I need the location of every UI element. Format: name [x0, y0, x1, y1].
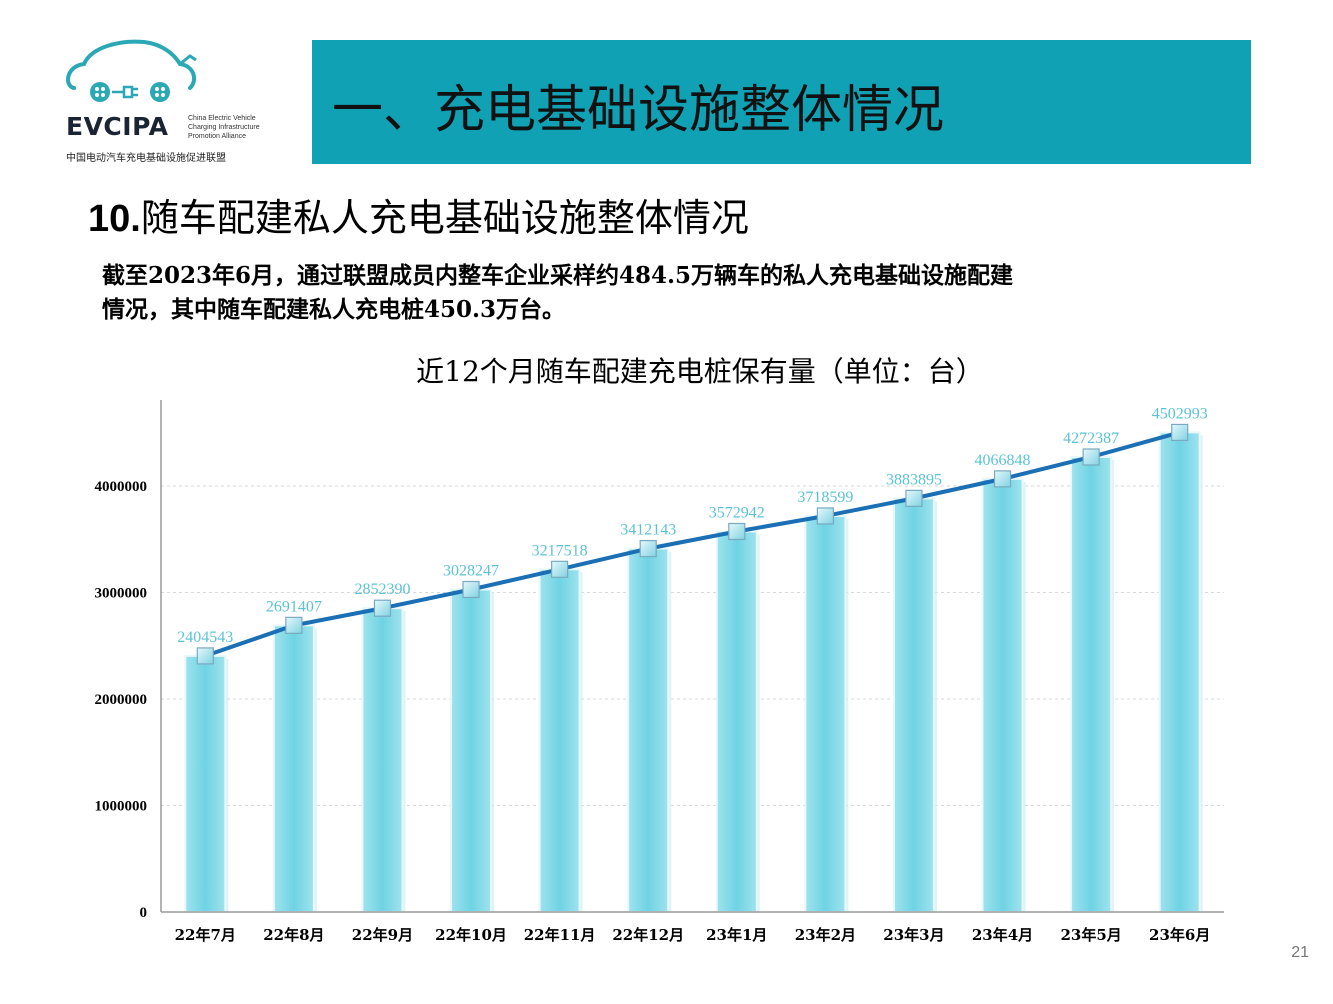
x-tick-label: 23年4月: [972, 926, 1033, 944]
evcipa-logo: EVCIPA China Electric Vehicle Charging I…: [62, 36, 282, 166]
y-tick-label: 2000000: [95, 692, 148, 708]
line-marker: [196, 647, 214, 665]
y-tick-label: 4000000: [95, 479, 148, 495]
data-label: 3883895: [886, 471, 942, 488]
bar: [450, 588, 493, 913]
y-tick-label: 3000000: [95, 586, 148, 602]
section-title-text: 随车配建私人充电基础设施整体情况: [140, 196, 749, 240]
y-tick-label: 1000000: [95, 799, 148, 815]
bar: [538, 568, 581, 914]
bar: [184, 654, 227, 914]
logo-sub-line: Promotion Alliance: [188, 133, 246, 140]
logo-sub-line: Charging Infrastructure: [188, 124, 260, 131]
car-plug-icon: [66, 39, 197, 102]
bar: [272, 624, 315, 914]
x-tick-label: 22年7月: [175, 926, 236, 944]
x-tick-label: 22年11月: [524, 926, 596, 944]
x-tick-label: 23年5月: [1060, 926, 1121, 944]
logo-brand: EVCIPA: [66, 112, 169, 141]
x-tick-label: 23年1月: [706, 926, 767, 944]
line-marker: [373, 599, 392, 617]
data-label: 3217518: [532, 542, 588, 559]
data-label: 2852390: [354, 581, 410, 598]
line-marker: [993, 470, 1012, 488]
section-number: 10.: [88, 198, 141, 240]
banner-title: 一、充电基础设施整体情况: [332, 81, 945, 140]
bar: [981, 477, 1024, 913]
data-label: 3572942: [709, 504, 765, 521]
x-tick-label: 23年6月: [1149, 926, 1210, 944]
bar: [1070, 455, 1113, 913]
data-label: 3028247: [443, 562, 499, 579]
section-title: 10.随车配建私人充电基础设施整体情况: [88, 187, 749, 242]
logo-subtitle: China Electric Vehicle Charging Infrastr…: [188, 114, 260, 141]
data-label: 2404543: [177, 629, 233, 646]
description: 截至2023年6月，通过联盟成员内整车企业采样约484.5万辆车的私人充电基础设…: [102, 259, 1282, 327]
data-label: 4502993: [1152, 405, 1208, 422]
line-marker: [816, 507, 834, 525]
title-banner: 一、充电基础设施整体情况: [312, 40, 1251, 164]
series-line: [204, 430, 1181, 658]
bar: [804, 514, 847, 913]
data-label: 3718599: [797, 489, 853, 506]
y-tick-label: 0: [140, 905, 148, 921]
logo-sub-line: China Electric Vehicle: [188, 115, 256, 122]
data-label: 3412143: [620, 522, 676, 539]
bar: [715, 530, 758, 913]
description-line: 情况，其中随车配建私人充电桩450.3万台。: [102, 296, 566, 323]
line-marker: [551, 560, 569, 578]
line-marker: [639, 540, 657, 558]
bar: [361, 607, 404, 913]
page-number: 21: [1291, 944, 1309, 961]
data-label: 2691407: [266, 598, 322, 615]
line-marker: [285, 616, 303, 634]
data-label: 4272387: [1063, 430, 1119, 447]
line-marker: [728, 522, 746, 541]
x-tick-label: 23年2月: [795, 926, 856, 944]
line-marker: [905, 489, 923, 507]
x-tick-label: 22年8月: [263, 926, 324, 944]
x-tick-label: 22年12月: [612, 926, 684, 944]
x-tick-label: 22年10月: [435, 926, 507, 944]
bar: [892, 497, 935, 913]
bar: [1158, 431, 1201, 913]
line-marker: [1171, 423, 1189, 442]
bar: [627, 547, 670, 913]
line-marker: [1082, 448, 1100, 466]
logo-cn-name: 中国电动汽车充电基础设施促进联盟: [66, 153, 226, 164]
x-tick-label: 22年9月: [352, 926, 413, 944]
x-tick-label: 23年3月: [883, 926, 944, 944]
description-line: 截至2023年6月，通过联盟成员内整车企业采样约484.5万辆车的私人充电基础设…: [102, 262, 1014, 289]
chart-title: 近12个月随车配建充电桩保有量（单位：台）: [416, 355, 984, 388]
data-label: 4066848: [975, 452, 1031, 469]
line-marker: [462, 580, 480, 599]
